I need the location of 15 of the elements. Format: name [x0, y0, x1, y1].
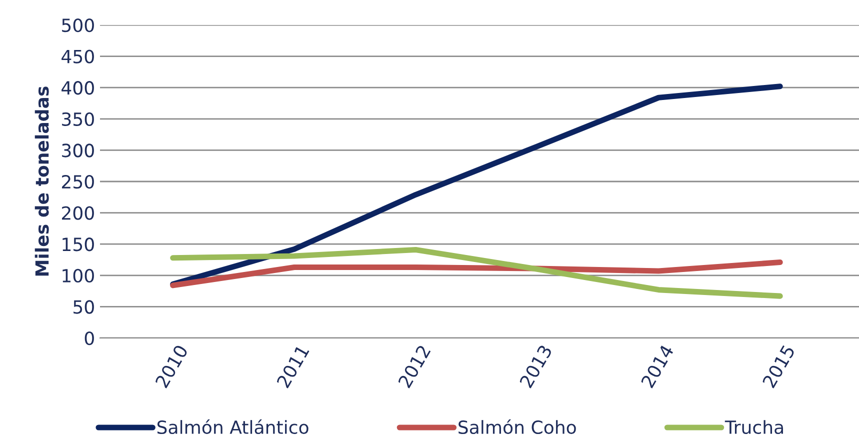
y-axis-title: Miles de toneladas	[34, 86, 49, 276]
y-tick-label: 250	[62, 174, 94, 189]
y-tick-label: 100	[62, 268, 94, 283]
y-tick-label: 0	[84, 331, 94, 346]
y-tick-label: 400	[62, 81, 94, 95]
y-tick-label: 150	[62, 238, 94, 252]
y-tick-label: 500	[62, 18, 94, 32]
legend-label: Salmón Atlántico	[157, 419, 308, 434]
y-tick-label: 50	[74, 300, 94, 314]
y-tick-label: 450	[62, 50, 94, 64]
legend-label: Salmón Coho	[458, 419, 576, 434]
y-tick-label: 300	[62, 144, 94, 158]
y-tick-label: 200	[62, 206, 94, 220]
y-tick-label: 350	[62, 112, 94, 126]
legend-label: Trucha	[724, 420, 783, 434]
